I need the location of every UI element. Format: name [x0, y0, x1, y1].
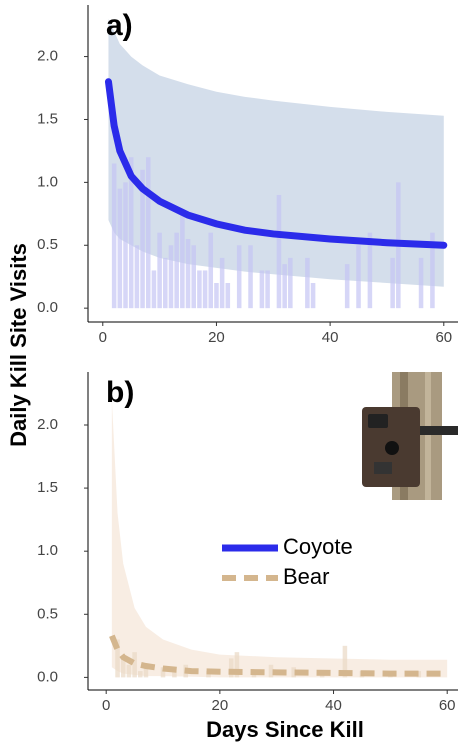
bar: [191, 245, 196, 309]
bar: [174, 232, 179, 309]
bar: [310, 283, 316, 309]
y-tick-label: 0.5: [37, 236, 58, 253]
bar: [151, 270, 157, 309]
bar: [225, 283, 231, 309]
bar: [342, 645, 348, 678]
bar: [356, 245, 361, 309]
bar: [367, 232, 373, 309]
bar: [160, 667, 166, 678]
bar: [140, 169, 145, 309]
x-axis-label: Days Since Kill: [206, 717, 364, 742]
bar: [163, 257, 168, 309]
y-tick-label: 0.0: [37, 299, 58, 316]
x-tick-label: 20: [208, 329, 225, 346]
bar: [291, 667, 297, 678]
bar: [168, 245, 174, 309]
bar: [120, 658, 126, 678]
bar: [145, 157, 151, 309]
bar: [234, 652, 240, 678]
bar: [111, 163, 117, 309]
y-tick-label: 0.0: [37, 668, 58, 685]
bar: [259, 270, 265, 309]
bar: [117, 188, 123, 309]
bar: [268, 664, 274, 678]
bar: [180, 213, 185, 309]
bar: [305, 257, 310, 309]
bar: [185, 238, 191, 309]
bar: [248, 245, 253, 309]
bar: [219, 257, 225, 309]
y-tick-label: 1.5: [37, 479, 58, 496]
x-tick-label: 0: [99, 329, 107, 346]
y-tick-label: 0.5: [37, 605, 58, 622]
x-tick-label: 40: [325, 697, 342, 714]
x-tick-label: 20: [212, 697, 229, 714]
camera-photo: [362, 372, 458, 500]
bar: [172, 671, 177, 678]
y-tick-label: 2.0: [37, 416, 58, 433]
bar: [416, 671, 422, 678]
bar: [157, 232, 162, 309]
bar: [430, 232, 435, 309]
bar: [276, 194, 282, 309]
x-tick-label: 40: [322, 329, 339, 346]
y-tick-label: 1.5: [37, 110, 58, 127]
bar: [126, 664, 132, 678]
bar: [132, 652, 137, 678]
bar: [288, 257, 293, 309]
y-tick-label: 1.0: [37, 542, 58, 559]
confidence-band: [111, 399, 448, 678]
y-axis-label: Daily Kill Site Visits: [6, 243, 31, 447]
bar: [282, 264, 287, 309]
bar: [236, 245, 242, 309]
bar: [115, 639, 120, 678]
legend-label: Bear: [283, 564, 329, 589]
bar: [390, 257, 395, 309]
bar: [418, 257, 424, 309]
bar: [128, 157, 134, 309]
panel-label: b): [106, 376, 134, 409]
bar: [143, 664, 149, 678]
bar: [123, 182, 128, 309]
x-tick-label: 60: [439, 697, 456, 714]
bar: [265, 270, 270, 309]
bar: [197, 270, 202, 309]
x-tick-label: 60: [435, 329, 452, 346]
line: [104, 78, 448, 249]
bar: [202, 270, 208, 309]
legend-label: Coyote: [283, 534, 353, 559]
bar: [134, 245, 140, 309]
y-tick-label: 1.0: [37, 173, 58, 190]
bar: [208, 232, 214, 309]
x-tick-label: 0: [102, 697, 110, 714]
bar: [228, 658, 234, 678]
panel-label: a): [106, 9, 133, 42]
bar: [214, 283, 219, 309]
y-tick-label: 2.0: [37, 48, 58, 65]
bar: [344, 264, 350, 309]
line: [109, 634, 448, 677]
bar: [138, 671, 143, 678]
